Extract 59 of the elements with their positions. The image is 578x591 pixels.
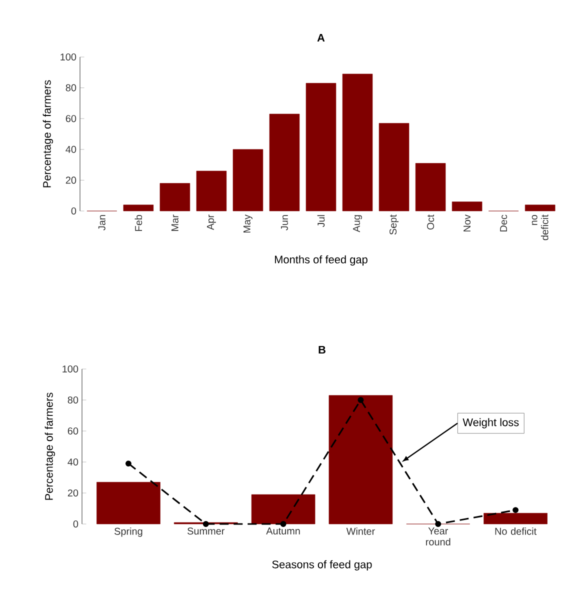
x-tick-label: Autumn	[266, 528, 300, 534]
bar	[484, 513, 548, 524]
y-tick-label: 0	[71, 207, 76, 215]
bar	[306, 83, 336, 212]
bar	[342, 74, 373, 212]
y-tick-label: 40	[68, 458, 78, 466]
chart-title: A	[317, 34, 325, 42]
y-tick-label: 60	[66, 115, 76, 122]
chart-title: B	[318, 346, 326, 354]
bar	[232, 149, 264, 212]
bar	[269, 114, 300, 212]
point	[358, 397, 364, 403]
y-tick-label: 80	[66, 84, 76, 92]
bar	[524, 204, 556, 212]
y-tick-label: 100	[62, 365, 78, 373]
y-tick-label: 80	[68, 396, 78, 404]
y-tick-label: 60	[68, 427, 78, 435]
bar	[328, 395, 393, 524]
bar	[415, 163, 446, 212]
x-tick-label: Nov	[464, 214, 471, 232]
point	[202, 521, 209, 527]
x-tick-label: Feb	[134, 214, 142, 231]
bar	[378, 123, 410, 212]
x-tick-label: Jan	[98, 215, 106, 230]
x-tick-label: Jul	[317, 215, 325, 228]
point	[435, 521, 442, 527]
x-tick-label: Summer	[188, 528, 225, 535]
x-tick-label: May	[244, 214, 252, 233]
bar	[123, 204, 154, 212]
x-axis-title: Months of feed gap	[274, 255, 368, 266]
y-tick-label: 20	[66, 176, 76, 184]
x-tick-label: no deficit	[532, 214, 548, 240]
bar	[452, 202, 482, 212]
y-tick-label: 40	[66, 146, 76, 153]
x-tick-label: No deficit	[495, 528, 537, 535]
bar	[196, 170, 227, 212]
bar	[251, 494, 316, 524]
x-axis-title: Seasons of feed gap	[272, 560, 372, 570]
y-tick-label: 20	[68, 489, 78, 497]
point	[280, 521, 286, 527]
x-tick-label: Apr	[206, 214, 216, 230]
x-tick-label: Oct	[427, 214, 434, 230]
y-tick-label: 0	[73, 520, 78, 528]
x-tick-label: Dec	[500, 214, 508, 232]
x-tick-label: Spring	[114, 528, 142, 537]
x-tick-label: Jun	[281, 215, 288, 230]
bar	[160, 183, 190, 212]
point	[125, 460, 132, 467]
y-axis-title: Percentage of farmers	[42, 80, 54, 188]
point	[512, 507, 519, 514]
text: Weight loss	[462, 418, 519, 428]
y-tick-label: 100	[60, 53, 76, 61]
bar	[96, 482, 160, 524]
y-axis-title: Percentage of farmers	[44, 392, 56, 500]
x-tick-label: Winter	[346, 528, 375, 535]
x-tick-label: Year round	[426, 528, 450, 546]
x-tick-label: Mar	[171, 214, 178, 231]
x-tick-label: Aug	[353, 215, 362, 232]
x-tick-label: Sept	[390, 214, 399, 235]
